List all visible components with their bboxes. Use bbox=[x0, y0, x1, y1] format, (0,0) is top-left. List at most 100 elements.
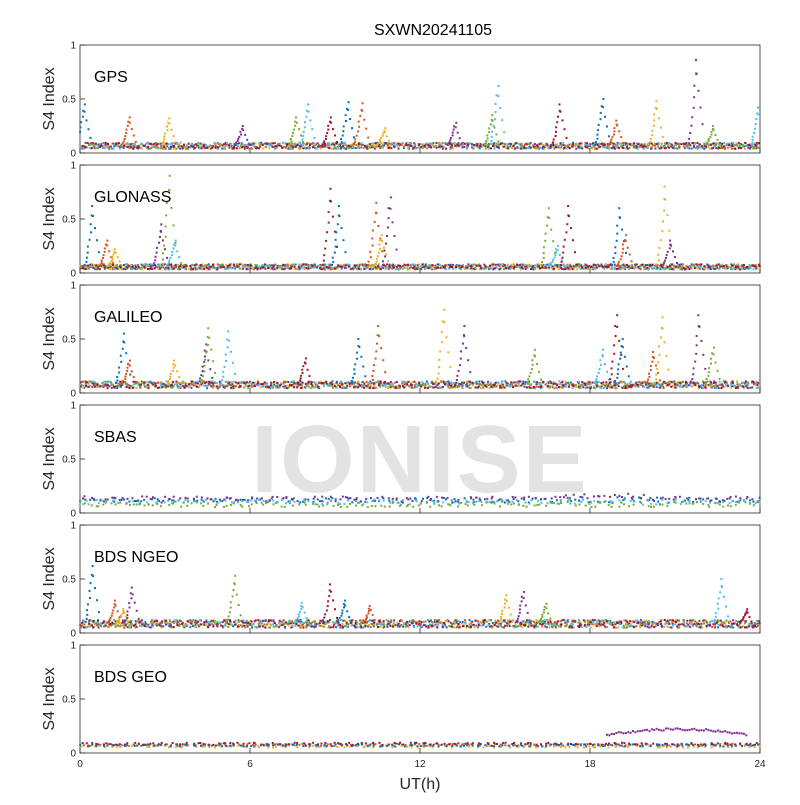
data-point bbox=[753, 147, 755, 149]
data-point bbox=[295, 116, 297, 118]
data-point bbox=[191, 381, 193, 383]
data-point bbox=[754, 142, 756, 144]
data-point bbox=[479, 265, 481, 267]
data-point bbox=[378, 252, 380, 254]
data-point bbox=[490, 143, 492, 145]
data-point bbox=[361, 110, 363, 112]
data-point bbox=[445, 148, 447, 150]
data-point bbox=[141, 143, 143, 145]
data-point bbox=[575, 143, 577, 145]
data-point bbox=[93, 267, 95, 269]
data-point bbox=[362, 366, 364, 368]
data-point bbox=[369, 147, 371, 149]
data-point bbox=[294, 121, 296, 123]
data-point bbox=[185, 384, 187, 386]
data-point bbox=[308, 146, 310, 148]
data-point bbox=[550, 382, 552, 384]
data-point bbox=[326, 231, 328, 233]
data-point bbox=[558, 386, 560, 388]
data-point bbox=[615, 120, 617, 122]
data-point bbox=[304, 126, 306, 128]
data-point bbox=[670, 245, 672, 247]
data-point bbox=[371, 268, 373, 270]
data-point bbox=[225, 360, 227, 362]
data-point bbox=[177, 143, 179, 145]
data-point bbox=[94, 227, 96, 229]
data-point bbox=[239, 268, 241, 270]
data-point bbox=[630, 381, 632, 383]
data-point bbox=[345, 251, 347, 253]
data-point bbox=[569, 144, 571, 146]
data-point bbox=[711, 267, 713, 269]
data-point bbox=[142, 145, 144, 147]
data-point bbox=[718, 263, 720, 265]
data-point bbox=[409, 267, 411, 269]
data-point bbox=[671, 268, 673, 270]
data-point bbox=[102, 385, 104, 387]
data-point bbox=[584, 383, 586, 385]
data-point bbox=[404, 264, 406, 266]
data-point bbox=[133, 143, 135, 145]
data-point bbox=[83, 385, 85, 387]
data-point bbox=[611, 373, 613, 375]
data-point bbox=[572, 143, 574, 145]
data-point bbox=[554, 264, 556, 266]
data-point bbox=[226, 339, 228, 341]
data-point bbox=[744, 267, 746, 269]
data-point bbox=[90, 266, 92, 268]
data-point bbox=[477, 386, 479, 388]
data-point bbox=[276, 267, 278, 269]
data-point bbox=[185, 148, 187, 150]
data-point bbox=[637, 384, 639, 386]
data-point bbox=[604, 116, 606, 118]
data-point bbox=[386, 135, 388, 137]
data-point bbox=[199, 267, 201, 269]
data-point bbox=[616, 233, 618, 235]
data-point bbox=[723, 265, 725, 267]
data-point bbox=[195, 264, 197, 266]
data-point bbox=[291, 140, 293, 142]
data-point bbox=[379, 139, 381, 141]
data-point bbox=[450, 385, 452, 387]
data-point bbox=[127, 125, 129, 127]
data-point bbox=[595, 378, 597, 380]
data-point bbox=[462, 384, 464, 386]
data-point bbox=[425, 382, 427, 384]
data-point bbox=[543, 267, 545, 269]
data-point bbox=[135, 387, 137, 389]
data-point bbox=[425, 268, 427, 270]
data-point bbox=[212, 145, 214, 147]
data-point bbox=[618, 130, 620, 132]
data-point bbox=[206, 385, 208, 387]
data-point bbox=[152, 146, 154, 148]
data-point bbox=[107, 387, 109, 389]
data-point bbox=[317, 386, 319, 388]
data-point bbox=[448, 382, 450, 384]
data-point bbox=[371, 382, 373, 384]
data-point bbox=[367, 145, 369, 147]
data-point bbox=[688, 138, 690, 140]
data-point bbox=[144, 266, 146, 268]
data-point bbox=[174, 245, 176, 247]
data-point bbox=[463, 146, 465, 148]
data-point bbox=[215, 145, 217, 147]
data-point bbox=[169, 257, 171, 259]
data-point bbox=[309, 119, 311, 121]
data-point bbox=[337, 148, 339, 150]
data-point bbox=[659, 148, 661, 150]
data-point bbox=[490, 123, 492, 125]
data-point bbox=[620, 136, 622, 138]
data-point bbox=[712, 125, 714, 127]
data-point bbox=[356, 135, 358, 137]
data-point bbox=[461, 146, 463, 148]
data-point bbox=[212, 384, 214, 386]
data-point bbox=[624, 356, 626, 358]
data-point bbox=[693, 107, 695, 109]
data-point bbox=[745, 380, 747, 382]
data-point bbox=[188, 143, 190, 145]
data-point bbox=[157, 268, 159, 270]
data-point bbox=[384, 131, 386, 133]
data-point bbox=[390, 386, 392, 388]
data-point bbox=[362, 264, 364, 266]
data-point bbox=[267, 267, 269, 269]
